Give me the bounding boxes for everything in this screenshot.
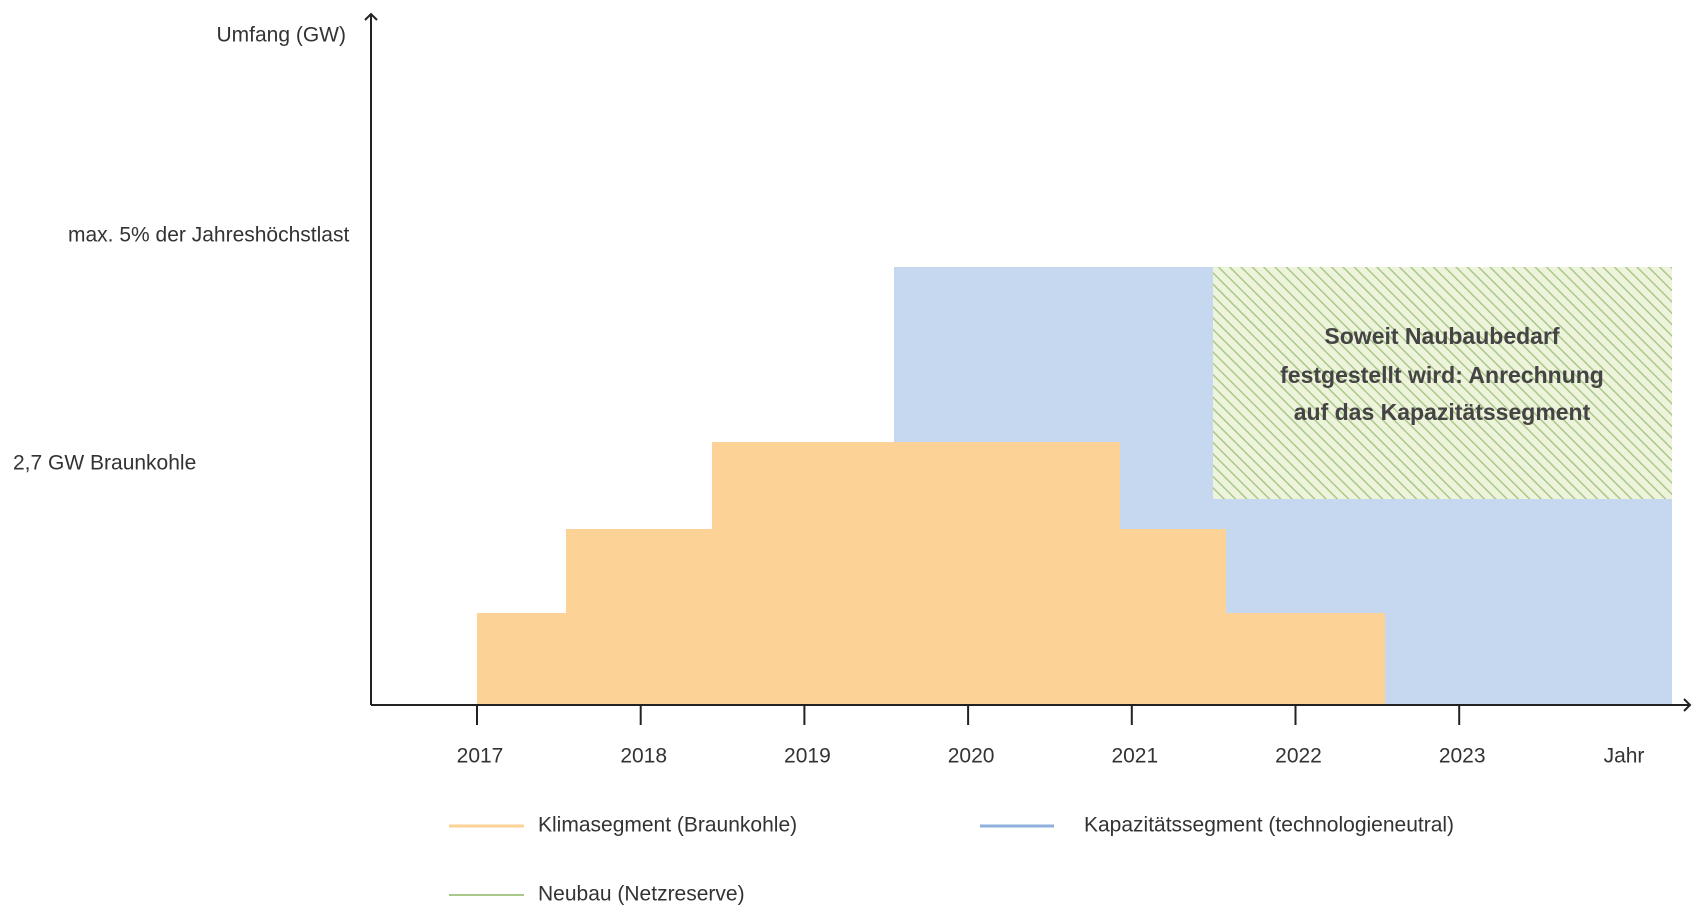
new-build-area	[1213, 267, 1672, 499]
annotation: auf das Kapazitätssegment	[1294, 399, 1591, 425]
legend-label: Kapazitätssegment (technologieneutral)	[1084, 814, 1454, 837]
x-tick-label: 2023	[1439, 745, 1486, 768]
x-tick-label: 2022	[1275, 745, 1322, 768]
x-tick-label: 2019	[784, 745, 831, 768]
legend-label: Neubau (Netzreserve)	[538, 883, 745, 906]
x-axis-label: Jahr	[1604, 745, 1645, 768]
x-tick-label: 2021	[1111, 745, 1158, 768]
y-label: 2,7 GW Braunkohle	[13, 452, 196, 475]
annotation: Soweit Naubaubedarf	[1324, 323, 1559, 349]
x-ticks: 2017 2018 2019 2020 2021 2022 2023	[457, 705, 1486, 768]
y-axis-label: Umfang (GW)	[216, 24, 346, 47]
legend-label: Klimasegment (Braunkohle)	[538, 814, 797, 837]
climate-segment	[477, 442, 1385, 705]
x-tick-label: 2017	[457, 745, 504, 768]
x-tick-label: 2018	[620, 745, 667, 768]
x-tick-label: 2020	[948, 745, 995, 768]
annotation: festgestellt wird: Anrechnung	[1280, 362, 1604, 388]
y-label: max. 5% der Jahreshöchstlast	[68, 224, 349, 247]
